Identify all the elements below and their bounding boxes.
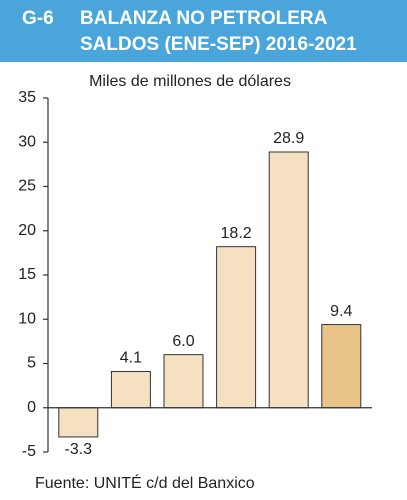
y-tick-label: -5 bbox=[22, 443, 36, 460]
y-tick-label: 20 bbox=[18, 222, 36, 239]
source: Fuente: UNITÉ c/d del Banxico bbox=[35, 473, 255, 492]
bar bbox=[110, 370, 151, 409]
y-tick-label: 35 bbox=[18, 89, 36, 106]
y-tick-label: 5 bbox=[27, 355, 36, 372]
bar bbox=[163, 354, 204, 409]
data-label: 4.1 bbox=[120, 350, 142, 367]
bar bbox=[321, 324, 362, 409]
y-tick-label: 15 bbox=[18, 266, 36, 283]
bar bbox=[268, 151, 309, 409]
y-tick-label: 25 bbox=[18, 178, 36, 195]
y-tick-label: 0 bbox=[27, 399, 36, 416]
data-label: 9.4 bbox=[330, 303, 352, 320]
chart-title: BALANZA NO PETROLERA bbox=[80, 8, 328, 29]
data-label: 18.2 bbox=[221, 225, 252, 242]
bar bbox=[58, 407, 99, 438]
data-label: 28.9 bbox=[273, 130, 304, 147]
data-label: -3.3 bbox=[65, 441, 93, 458]
y-tick-label: 10 bbox=[18, 310, 36, 327]
y-tick-label: 30 bbox=[18, 133, 36, 150]
chart-title: SALDOS (ENE-SEP) 2016-2021 bbox=[80, 34, 357, 55]
bar bbox=[216, 246, 257, 409]
chart-label: G-6 bbox=[22, 8, 54, 29]
data-label: 6.0 bbox=[172, 333, 194, 350]
title-banner bbox=[0, 0, 407, 62]
chart-subtitle: Miles de millones de dólares bbox=[89, 73, 291, 90]
